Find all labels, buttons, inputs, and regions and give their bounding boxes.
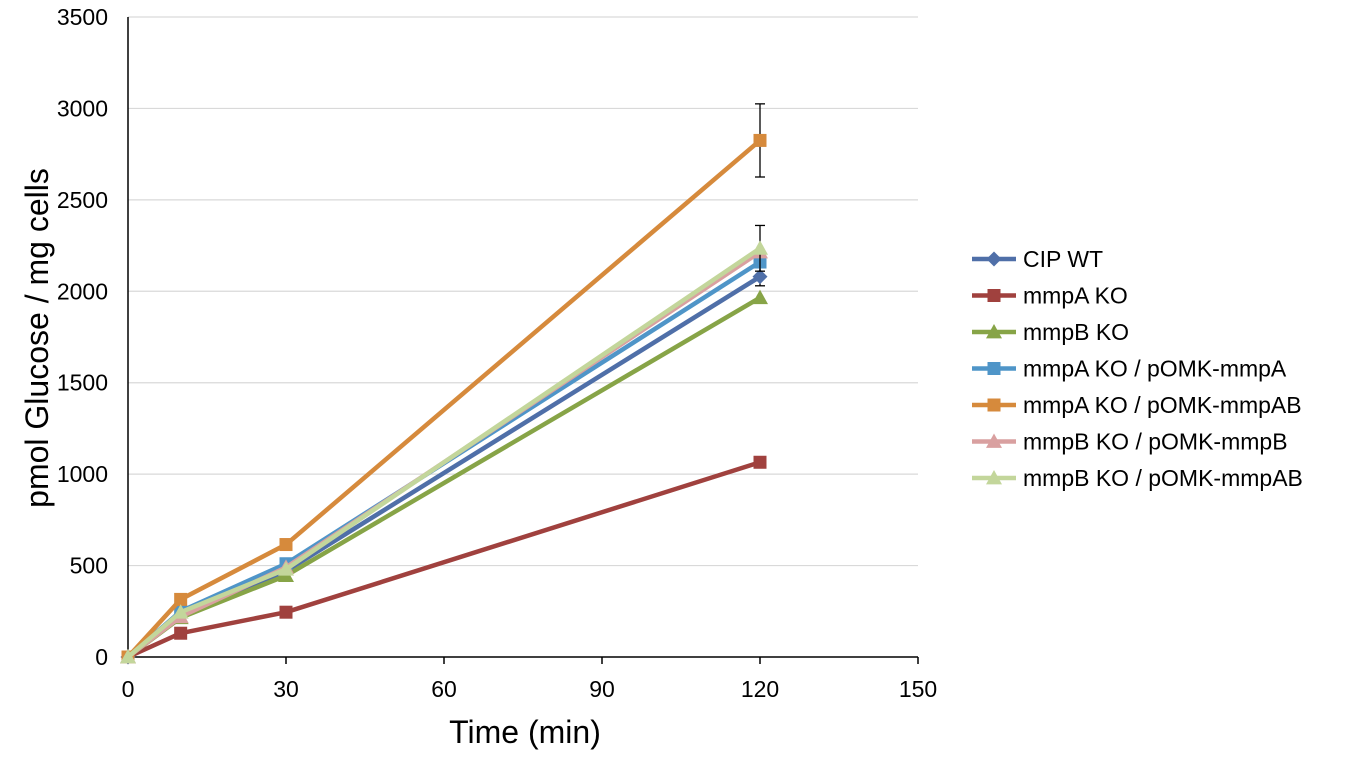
- data-point: [279, 605, 293, 619]
- x-tick-label: 0: [122, 676, 135, 702]
- series-1: [121, 455, 767, 664]
- legend-item: mmpA KO: [972, 283, 1128, 309]
- series: [120, 103, 768, 665]
- legend-label: mmpA KO: [1023, 283, 1128, 309]
- data-point: [174, 592, 188, 606]
- series-line: [126, 138, 762, 659]
- legend-label: mmpB KO: [1023, 319, 1129, 345]
- legend-marker: [987, 398, 1001, 412]
- x-tick-label: 120: [741, 676, 779, 702]
- y-tick-label: 3000: [57, 95, 108, 121]
- x-tick-label: 150: [899, 676, 937, 702]
- series-line: [126, 246, 762, 659]
- x-tick-label: 90: [589, 676, 615, 702]
- legend-item: mmpA KO / pOMK-mmpAB: [972, 392, 1302, 418]
- y-tick-label: 1500: [57, 370, 108, 396]
- legend-label: mmpB KO / pOMK-mmpB: [1023, 429, 1288, 455]
- legend: CIP WT mmpA KO mmpB KO mmpA KO / pOMK-mmpA m…: [972, 246, 1303, 491]
- legend-marker: [986, 251, 1002, 267]
- legend-marker: [987, 362, 1001, 375]
- y-axis-title: pmol Glucose / mg cells: [19, 168, 55, 508]
- data-point: [752, 240, 768, 255]
- data-point: [279, 538, 293, 552]
- legend-item: mmpB KO / pOMK-mmpB: [972, 429, 1288, 455]
- y-tick-label: 0: [95, 644, 108, 670]
- legend-label: CIP WT: [1023, 246, 1103, 272]
- data-point: [753, 455, 767, 469]
- legend-item: mmpA KO / pOMK-mmpA: [972, 356, 1287, 382]
- data-point: [172, 604, 189, 619]
- x-tick-label: 60: [431, 676, 457, 702]
- legend-item: mmpB KO / pOMK-mmpAB: [972, 465, 1303, 491]
- data-point: [752, 269, 768, 285]
- y-tick-label: 1000: [57, 461, 108, 487]
- y-tick-label: 2500: [57, 187, 108, 213]
- legend-label: mmpB KO / pOMK-mmpAB: [1023, 465, 1303, 491]
- axes: [127, 17, 919, 664]
- data-point: [174, 626, 188, 640]
- data-point: [753, 133, 767, 147]
- series-2: [120, 289, 768, 664]
- series-4: [121, 103, 767, 664]
- legend-label: mmpA KO / pOMK-mmpAB: [1023, 392, 1302, 418]
- legend-item: mmpB KO: [972, 319, 1129, 345]
- gridlines: [128, 16, 918, 567]
- y-tick-label: 2000: [57, 278, 108, 304]
- y-tick-labels: 0 500 1000 1500 2000 2500 3000 3500: [57, 4, 108, 670]
- data-point: [278, 561, 294, 576]
- legend-label: mmpA KO / pOMK-mmpA: [1023, 356, 1287, 382]
- legend-marker: [986, 433, 1002, 448]
- y-tick-label: 500: [70, 553, 108, 579]
- y-tick-label: 3500: [57, 4, 108, 30]
- data-point: [752, 289, 768, 305]
- series-6: [120, 224, 768, 664]
- data-point: [120, 649, 136, 664]
- legend-marker: [986, 470, 1002, 485]
- series-line: [126, 295, 762, 659]
- x-tick-labels: 0 30 60 90 120 150: [122, 676, 938, 702]
- legend-item: CIP WT: [972, 246, 1103, 272]
- legend-marker: [986, 324, 1002, 339]
- x-axis-title: Time (min): [449, 714, 601, 750]
- legend-marker: [987, 289, 1001, 302]
- x-tick-label: 30: [273, 676, 299, 702]
- series-line: [127, 460, 761, 660]
